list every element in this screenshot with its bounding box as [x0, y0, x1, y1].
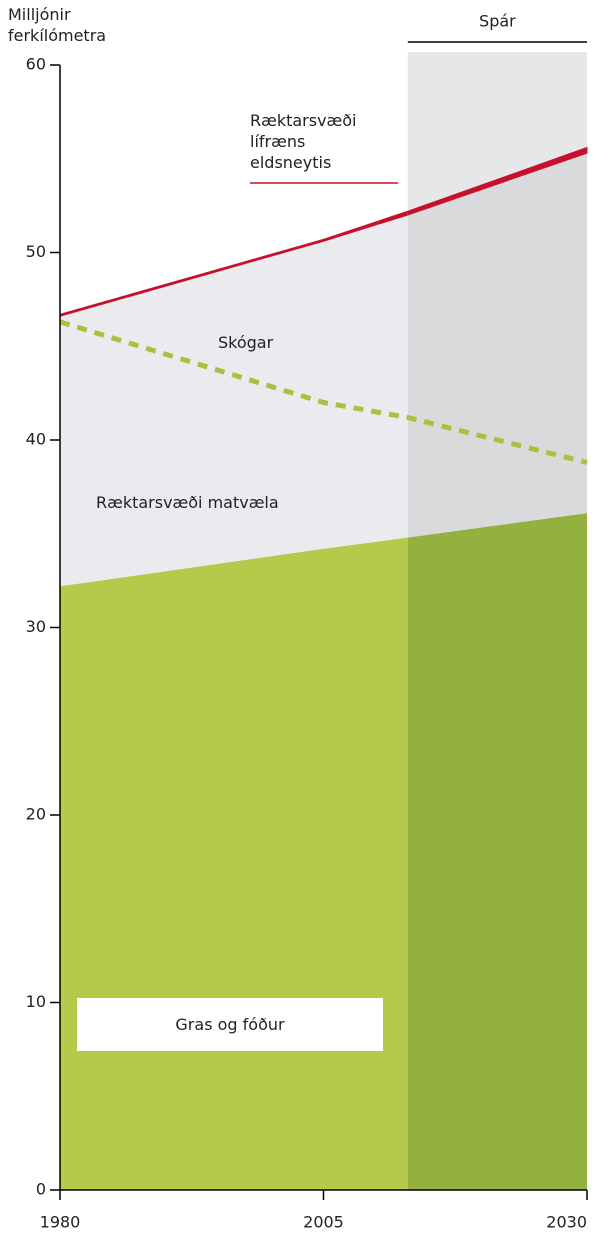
y-tick-label: 40	[26, 430, 46, 449]
forecast-label: Spár	[479, 12, 516, 31]
forest-label: Skógar	[218, 333, 274, 352]
area	[60, 214, 408, 587]
y-tick-label: 0	[36, 1180, 46, 1199]
area	[59, 210, 408, 317]
area	[407, 513, 587, 1190]
area	[407, 146, 588, 216]
x-tick-label: 2030	[546, 1213, 587, 1232]
area	[407, 153, 587, 538]
y-axis-label-line: ferkílómetra	[8, 26, 107, 45]
biofuel-label: Ræktarsvæði lífræns eldsneytis	[250, 111, 357, 172]
y-tick-label: 30	[26, 617, 46, 636]
y-tick-label: 60	[26, 55, 46, 74]
y-tick-label: 10	[26, 992, 46, 1011]
y-axis-label-line: Milljónir	[8, 5, 71, 24]
y-tick-label: 20	[26, 805, 46, 824]
x-tick-label: 1980	[40, 1213, 81, 1232]
food-label: Ræktarsvæði matvæla	[96, 493, 279, 512]
grass-label: Gras og fóður	[77, 998, 383, 1051]
forest-line	[59, 319, 588, 465]
x-tick-label: 2005	[303, 1213, 344, 1232]
y-tick-label: 50	[26, 242, 46, 261]
y-axis-label: Milljónir ferkílómetra	[8, 4, 106, 46]
